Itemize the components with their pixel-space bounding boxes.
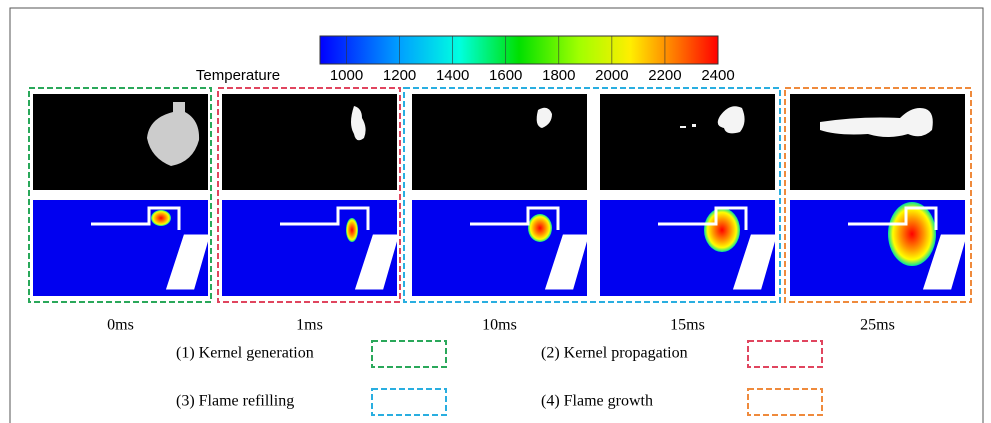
legend-swatch [748, 341, 822, 367]
time-label: 0ms [107, 317, 134, 334]
temperature-field [528, 214, 552, 242]
colorbar-tick-label: 1000 [330, 67, 363, 84]
colorbar [320, 36, 718, 64]
temperature-field [704, 208, 740, 252]
legend-swatch [748, 389, 822, 415]
temperature-field [888, 202, 936, 266]
colorbar-tick-label: 1200 [383, 67, 416, 84]
temperature-field [346, 218, 358, 242]
legend-label: (1) Kernel generation [176, 345, 314, 362]
time-label: 15ms [670, 317, 705, 334]
colorbar-tick-label: 1800 [542, 67, 575, 84]
colorbar-tick-label: 2400 [701, 67, 734, 84]
temperature-field [151, 210, 171, 226]
colorbar-tick-label: 2200 [648, 67, 681, 84]
schlieren-image [222, 94, 397, 190]
time-label: 10ms [482, 317, 517, 334]
schlieren-image [600, 94, 775, 190]
figure: Temperature 1000 1200 1400 1600 1800 2000 2200… [0, 0, 991, 423]
time-label: 25ms [860, 317, 895, 334]
schlieren-image [790, 94, 965, 190]
colorbar-tick-label: 1600 [489, 67, 522, 84]
legend-swatch [372, 341, 446, 367]
time-label: 1ms [296, 317, 323, 334]
legend-label: (3) Flame refilling [176, 393, 294, 410]
schlieren-image [412, 94, 587, 190]
colorbar-tick-label: 1400 [436, 67, 469, 84]
legend-swatch [372, 389, 446, 415]
legend-label: (2) Kernel propagation [541, 345, 688, 362]
colorbar-tick-label: 2000 [595, 67, 628, 84]
legend-label: (4) Flame growth [541, 393, 653, 410]
colorbar-title: Temperature [196, 67, 280, 84]
